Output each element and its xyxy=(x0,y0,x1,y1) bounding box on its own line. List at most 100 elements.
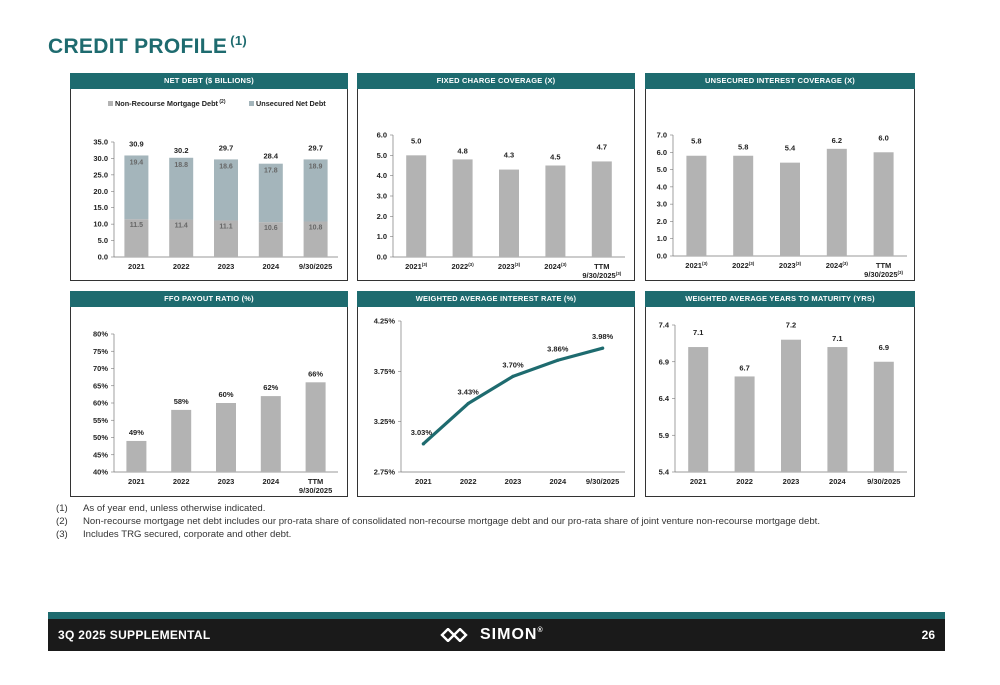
bar xyxy=(734,376,755,472)
bar-total-label: 30.2 xyxy=(174,146,189,155)
bar xyxy=(873,361,894,472)
bar-value-label: 58% xyxy=(174,397,189,406)
line-point xyxy=(466,401,470,406)
bar xyxy=(827,347,848,472)
bar-value-label: 6.0 xyxy=(878,133,888,142)
bar-mortgage xyxy=(303,221,328,257)
y-tick-label: 0.0 xyxy=(98,253,108,262)
bar-value-label: 5.8 xyxy=(691,137,701,146)
x-tick-label: 2024(3) xyxy=(544,262,567,271)
bar xyxy=(126,440,147,472)
bar-unsecured xyxy=(258,163,283,223)
ffo-payout-panel: FFO PAYOUT RATIO (%) 40% 45% 50% 55% 60% 65% 7… xyxy=(70,291,348,497)
x-tick-label: TTM xyxy=(308,477,323,486)
y-tick-label: 2.0 xyxy=(657,217,667,226)
y-tick-label: 4.0 xyxy=(657,182,667,191)
footnote: (1) As of year end, unless otherwise indi… xyxy=(56,503,266,514)
bar-value-label: 6.7 xyxy=(739,363,749,372)
x-tick-label: 2023(3) xyxy=(779,261,802,270)
bar-total-label: 29.7 xyxy=(308,143,323,152)
x-tick-label: 2023(3) xyxy=(498,262,521,271)
bar-total-label: 29.7 xyxy=(219,143,234,152)
bar-unsecured xyxy=(303,159,328,222)
fixed-charge-chart: 0.0 1.0 2.0 3.0 4.0 5.0 6.0 2021(3) 2022(3) 2023(… xyxy=(377,131,625,280)
x-tick-label: 2023 xyxy=(218,262,235,271)
bar xyxy=(688,347,709,472)
bar xyxy=(781,339,801,472)
y-tick-label: 3.0 xyxy=(377,192,387,201)
y-tick-label: 4.25% xyxy=(374,317,396,326)
y-tick-label: 40% xyxy=(93,468,108,477)
bar-label-unsecured: 18.9 xyxy=(309,163,323,170)
bar-label-unsecured: 17.8 xyxy=(264,168,278,175)
bar-value-label: 6.9 xyxy=(879,343,889,352)
y-tick-label: 20.0 xyxy=(93,187,108,196)
x-tick-label: 9/30/2025 xyxy=(299,262,332,271)
line-value-label: 3.86% xyxy=(547,344,569,353)
y-tick-label: 5.0 xyxy=(98,236,108,245)
weighted-rate-title: WEIGHTED AVERAGE INTEREST RATE (%) xyxy=(357,291,635,307)
bar-value-label: 6.2 xyxy=(832,136,842,145)
y-tick-label: 5.4 xyxy=(659,468,670,477)
unsecured-interest-chart: 0.0 1.0 2.0 3.0 4.0 5.0 6.0 7.0 2021(3) 2022(3) 20… xyxy=(657,131,907,279)
x-tick-label: 2021 xyxy=(415,477,432,486)
bar-label-mortgage: 11.1 xyxy=(219,224,232,231)
y-tick-label: 45% xyxy=(93,450,108,459)
bar xyxy=(260,396,281,472)
y-tick-label: 7.4 xyxy=(659,321,670,330)
y-tick-label: 3.25% xyxy=(374,417,396,426)
x-tick-label: 2022 xyxy=(173,262,190,271)
legend-swatch-mortgage xyxy=(108,101,113,106)
footer: 3Q 2025 SUPPLEMENTAL SIMON® 26 xyxy=(48,619,945,651)
x-tick-label: 2023 xyxy=(783,477,800,486)
net-debt-title: NET DEBT ($ BILLIONS) xyxy=(70,73,348,89)
bar-unsecured xyxy=(214,159,238,221)
x-tick-sublabel: 9/30/2025 xyxy=(299,486,332,495)
bar-unsecured xyxy=(169,157,194,220)
bar xyxy=(216,403,236,472)
net-debt-chart: 0.0 5.0 10.0 15.0 20.0 25.0 30.0 35.0 2021 2022 20… xyxy=(93,99,338,271)
simon-logo-text: SIMON® xyxy=(480,626,544,643)
simon-logo-icon xyxy=(440,628,468,642)
x-tick-label: 2022 xyxy=(460,477,477,486)
bar xyxy=(305,382,326,472)
legend-label-unsecured: Unsecured Net Debt xyxy=(256,99,326,108)
line-point xyxy=(511,374,515,378)
y-tick-label: 15.0 xyxy=(93,203,108,212)
y-tick-label: 6.9 xyxy=(659,357,669,366)
footnote: (3) Includes TRG secured, corporate and o… xyxy=(56,529,292,540)
line-point xyxy=(556,358,560,362)
y-tick-label: 4.0 xyxy=(377,171,387,180)
y-tick-label: 55% xyxy=(93,416,108,425)
y-tick-label: 25.0 xyxy=(93,170,108,179)
x-tick-label: 2021 xyxy=(128,262,145,271)
line-value-label: 3.98% xyxy=(592,332,614,341)
bar-value-label: 62% xyxy=(263,383,278,392)
fixed-charge-panel: FIXED CHARGE COVERAGE (X) 0.0 1.0 2.0 3.0 4.… xyxy=(357,73,635,281)
bar-value-label: 4.5 xyxy=(550,153,560,162)
fixed-charge-title: FIXED CHARGE COVERAGE (X) xyxy=(357,73,635,89)
y-tick-label: 5.0 xyxy=(657,165,667,174)
page-number: 26 xyxy=(921,628,935,642)
y-tick-label: 1.0 xyxy=(657,234,667,243)
x-tick-label: 2021 xyxy=(690,477,707,486)
bar-total-label: 28.4 xyxy=(263,152,278,161)
y-tick-label: 70% xyxy=(93,364,108,373)
bar xyxy=(545,165,566,257)
bar xyxy=(171,409,192,472)
bar xyxy=(873,152,894,256)
y-tick-label: 50% xyxy=(93,433,108,442)
unsecured-interest-title: UNSECURED INTEREST COVERAGE (X) xyxy=(645,73,915,89)
y-tick-label: 10.0 xyxy=(93,220,108,229)
bar-mortgage xyxy=(169,219,194,257)
x-tick-label: 2021(3) xyxy=(405,262,428,271)
bar xyxy=(499,169,519,257)
y-tick-label: 80% xyxy=(93,330,108,339)
x-tick-label: 2022 xyxy=(173,477,190,486)
bar-value-label: 4.7 xyxy=(597,142,607,151)
y-tick-label: 5.9 xyxy=(659,431,669,440)
bar-value-label: 4.8 xyxy=(457,146,467,155)
x-tick-label: 2021 xyxy=(128,477,145,486)
simon-logo: SIMON® xyxy=(440,625,544,645)
years-maturity-panel: WEIGHTED AVERAGE YEARS TO MATURITY (YRS)… xyxy=(645,291,915,497)
